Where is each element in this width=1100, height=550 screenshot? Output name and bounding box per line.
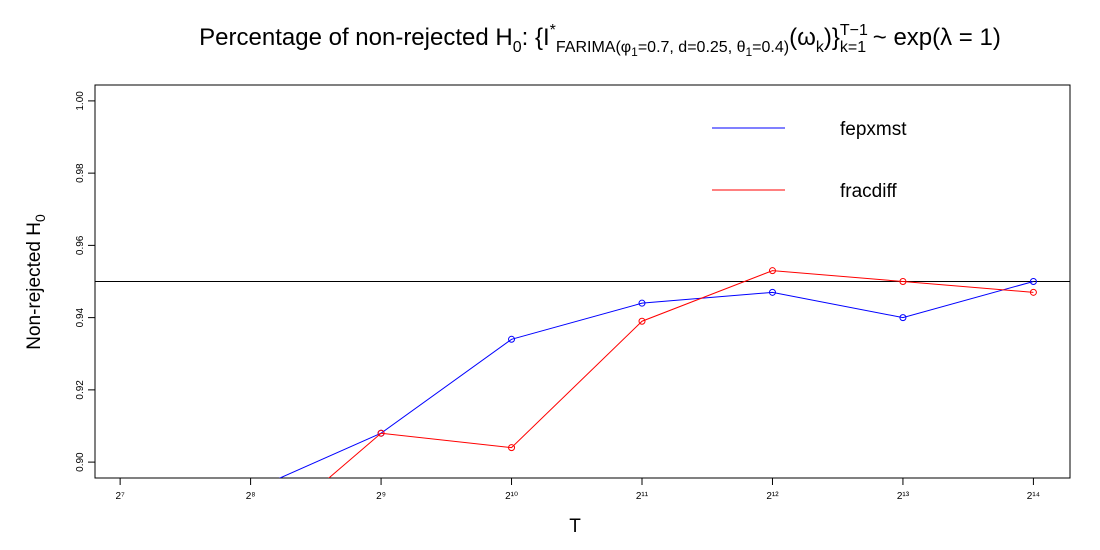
title-part: k [816,39,825,56]
data-point [768,288,776,296]
series-line [328,270,1034,478]
data-point [1029,288,1037,296]
y-tick-label: 1.00 [75,91,86,111]
title-part: 1 [745,45,752,59]
y-tick-label: 0.94 [75,307,86,327]
y-tick-label: 0.96 [75,235,86,255]
plot-area [117,267,1037,548]
title-part: k=1 [840,39,866,56]
data-point [899,314,907,322]
title-part: T−1 [840,22,868,39]
title-part: 1 [631,45,638,59]
title-part: )} [824,24,840,51]
y-label-part: Non-rejected H [24,222,45,350]
title-part: FARIMA(φ [556,39,631,56]
x-tick-label: 2¹¹ [636,491,649,502]
data-point [768,267,776,275]
title-part: (ω [789,24,816,51]
data-point [508,335,516,343]
x-tick-label: 2⁸ [246,491,256,502]
x-tick-label: 2¹⁴ [1027,491,1040,502]
title-part: Percentage of non-rejected H [199,24,513,51]
data-point [638,299,646,307]
title-part: * [550,22,556,39]
chart-title: Percentage of non-rejected H0: {I*FARIMA… [199,22,1001,59]
y-tick-label: 0.98 [75,163,86,183]
data-point [508,444,516,452]
data-point [1029,278,1037,285]
data-point [899,278,907,285]
data-point [117,513,123,519]
x-tick-label: 2¹⁰ [505,491,518,502]
title-part: : {I [522,24,550,51]
x-tick-label: 2¹² [766,491,779,502]
title-part: 0 [513,39,522,56]
data-point [638,317,646,325]
y-label-part: 0 [32,214,48,222]
y-axis-label: Non-rejected H0 [24,214,48,350]
x-axis-label: T [569,516,581,537]
y-tick-label: 0.90 [75,452,86,472]
data-point [377,429,385,437]
x-tick-label: 2⁷ [116,491,126,502]
legend-label: fepxmst [840,119,907,140]
x-tick-label: 2⁹ [376,491,386,502]
data-point [248,542,254,548]
x-tick-label: 2¹³ [897,491,910,502]
title-part: =0.4) [752,39,789,56]
series-line [278,281,1034,478]
y-tick-label: 0.92 [75,380,86,400]
title-part: ~ exp(λ = 1) [866,24,1001,51]
title-part: =0.7, d=0.25, θ [638,39,746,56]
legend-label: fracdiff [840,181,897,202]
